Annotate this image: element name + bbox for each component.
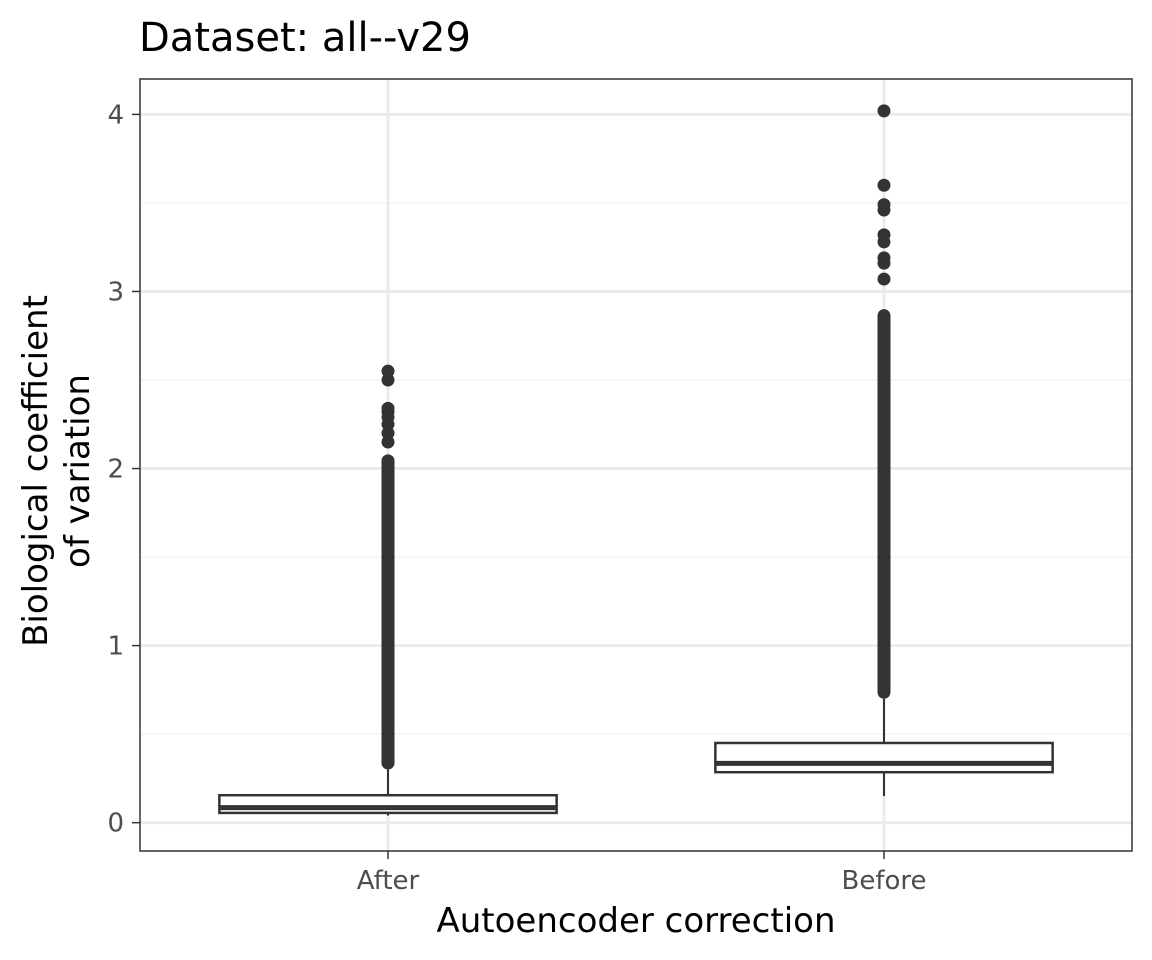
box-group-before [714, 104, 1054, 797]
outlier-point [877, 178, 891, 192]
outlier-point [381, 364, 395, 378]
box [218, 793, 558, 815]
outlier-cluster [877, 309, 891, 699]
outlier-point [877, 104, 891, 118]
outlier-point [877, 228, 891, 242]
x-tick-label: Before [841, 866, 926, 896]
outlier-point [877, 251, 891, 265]
y-tick-label: 1 [107, 632, 124, 662]
axis-layer: 0 1 2 3 4 After Before [107, 100, 926, 896]
plot-panel-background [140, 79, 1132, 851]
outlier-point [877, 198, 891, 212]
chart-title: Dataset: all--v29 [139, 15, 471, 61]
box-layer [218, 104, 1054, 816]
box [714, 741, 1054, 774]
x-tick-label: After [357, 866, 420, 896]
plot-panel-border [139, 78, 1133, 852]
y-axis-title-line-1: Biological coefficient [16, 295, 56, 647]
y-tick-label: 0 [107, 809, 124, 839]
outlier-point [877, 272, 891, 286]
x-axis-title: Autoencoder correction [436, 901, 835, 941]
outlier-point [381, 401, 395, 415]
y-axis-title-line-2: of variation [58, 374, 98, 568]
y-tick-label: 3 [107, 277, 124, 307]
box-group-after [218, 364, 558, 816]
y-tick-label: 4 [107, 100, 124, 130]
y-tick-label: 2 [107, 455, 124, 485]
outlier-cluster [381, 454, 395, 770]
